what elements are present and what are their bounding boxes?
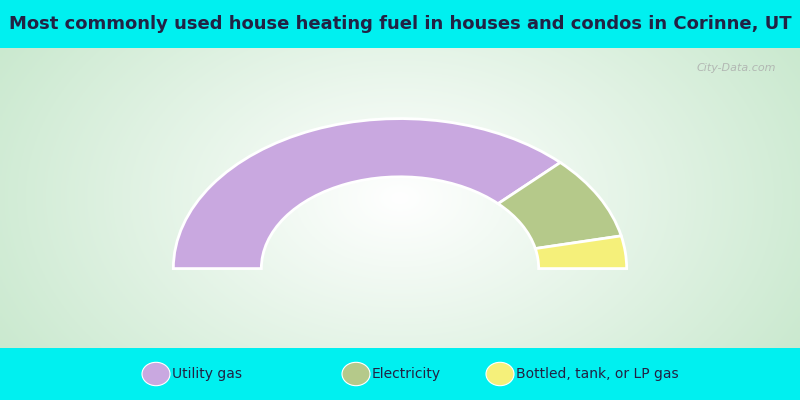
Wedge shape (498, 162, 622, 248)
Text: Most commonly used house heating fuel in houses and condos in Corinne, UT: Most commonly used house heating fuel in… (9, 15, 791, 33)
Text: Electricity: Electricity (372, 367, 441, 381)
Ellipse shape (486, 362, 514, 386)
Wedge shape (174, 118, 560, 268)
Text: Bottled, tank, or LP gas: Bottled, tank, or LP gas (516, 367, 678, 381)
Text: Utility gas: Utility gas (172, 367, 242, 381)
Ellipse shape (342, 362, 370, 386)
Text: City-Data.com: City-Data.com (697, 63, 776, 73)
Wedge shape (535, 236, 626, 268)
Ellipse shape (142, 362, 170, 386)
